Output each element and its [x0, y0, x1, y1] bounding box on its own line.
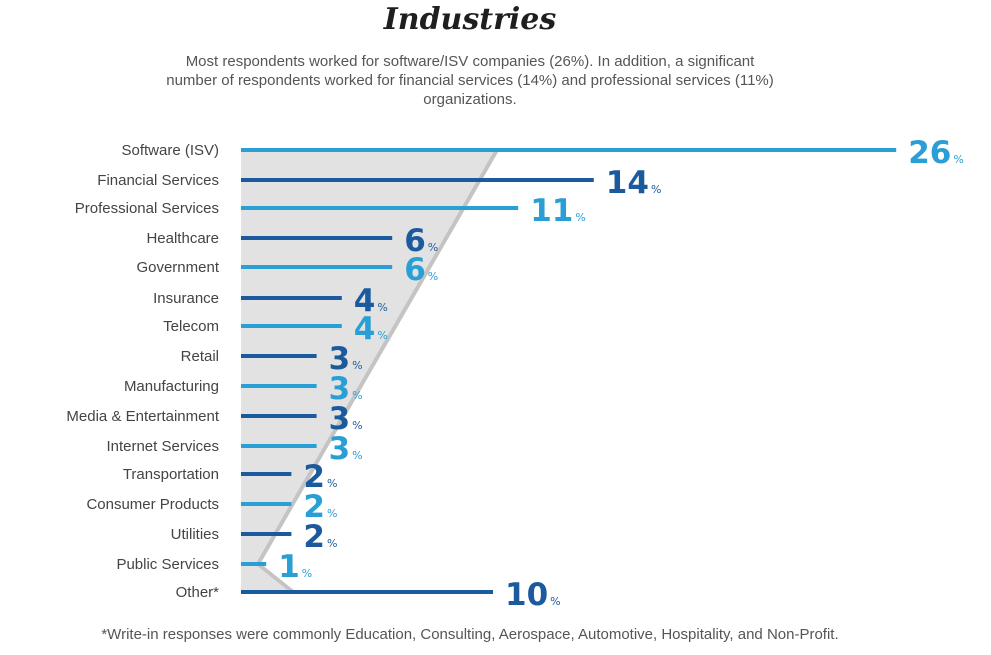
value-label: 6%	[404, 252, 438, 288]
value-unit: %	[651, 183, 661, 196]
category-label: Telecom	[163, 318, 219, 335]
bar	[241, 532, 292, 536]
bar	[241, 296, 342, 300]
bar	[241, 148, 897, 152]
value-unit: %	[575, 211, 585, 224]
category-label: Insurance	[153, 290, 219, 307]
category-label: Financial Services	[97, 172, 219, 189]
value-label: 10%	[505, 577, 561, 613]
category-label: Healthcare	[146, 230, 219, 247]
category-label: Other*	[176, 584, 220, 601]
value-unit: %	[327, 537, 337, 550]
value-number: 10	[505, 577, 548, 613]
chart-subtitle: Most respondents worked for software/ISV…	[166, 53, 774, 108]
value-number: 1	[278, 549, 300, 585]
value-label: 3%	[329, 371, 363, 407]
footnote: *Write-in responses were commonly Educat…	[101, 626, 839, 643]
value-unit: %	[377, 301, 387, 314]
category-labels: Software (ISV) Financial Services Professi…	[66, 142, 219, 601]
bar	[241, 472, 292, 476]
value-number: 3	[329, 341, 351, 377]
value-unit: %	[377, 329, 387, 342]
value-label: 14%	[606, 165, 662, 201]
value-number: 3	[329, 431, 351, 467]
value-unit: %	[428, 241, 438, 254]
value-unit: %	[302, 567, 312, 580]
category-label: Manufacturing	[124, 378, 219, 395]
value-unit: %	[352, 449, 362, 462]
value-label: 6%	[404, 223, 438, 259]
category-label: Internet Services	[106, 438, 219, 455]
value-label: 3%	[329, 401, 363, 437]
bar	[241, 206, 519, 210]
value-label: 1%	[278, 549, 312, 585]
bar	[241, 444, 317, 448]
value-unit: %	[953, 153, 963, 166]
bar	[241, 324, 342, 328]
bar	[241, 178, 594, 182]
value-unit: %	[428, 270, 438, 283]
value-label: 3%	[329, 341, 363, 377]
background-wedge	[241, 149, 499, 594]
value-label: 4%	[354, 311, 388, 347]
value-unit: %	[352, 389, 362, 402]
value-unit: %	[327, 477, 337, 490]
value-label: 2%	[303, 519, 337, 555]
category-label: Utilities	[171, 526, 219, 543]
chart-title: Industries	[383, 2, 557, 37]
value-label: 26%	[908, 135, 964, 171]
value-label: 2%	[303, 459, 337, 495]
value-unit: %	[550, 595, 560, 608]
category-label: Retail	[181, 348, 219, 365]
category-label: Transportation	[123, 466, 219, 483]
bar	[241, 236, 393, 240]
value-number: 2	[303, 489, 325, 525]
value-label: 2%	[303, 489, 337, 525]
value-number: 11	[530, 193, 573, 229]
bar	[241, 502, 292, 506]
value-number: 4	[354, 283, 376, 319]
value-number: 3	[329, 401, 351, 437]
value-unit: %	[327, 507, 337, 520]
value-number: 14	[606, 165, 649, 201]
value-number: 3	[329, 371, 351, 407]
category-label: Media & Entertainment	[66, 408, 219, 425]
value-label: 11%	[530, 193, 586, 229]
category-label: Professional Services	[75, 200, 219, 217]
category-label: Government	[136, 259, 219, 276]
value-number: 2	[303, 459, 325, 495]
value-number: 6	[404, 223, 426, 259]
category-label: Public Services	[116, 556, 219, 573]
value-unit: %	[352, 359, 362, 372]
value-number: 4	[354, 311, 376, 347]
value-number: 2	[303, 519, 325, 555]
value-label: 3%	[329, 431, 363, 467]
data-labels: 26 %14 %11 %6 %6 %4 %4 %3 %3 %3 %3 %2 %2 %2 %1 %10%	[278, 135, 964, 613]
bar	[241, 562, 267, 566]
bar	[241, 265, 393, 269]
industries-bar-chart: Software (ISV) Financial Services Professi…	[66, 135, 964, 613]
value-label: 4%	[354, 283, 388, 319]
category-label: Consumer Products	[86, 496, 219, 513]
value-number: 6	[404, 252, 426, 288]
bars	[241, 148, 897, 594]
value-number: 26	[908, 135, 951, 171]
bar	[241, 590, 493, 594]
bar	[241, 354, 317, 358]
bar	[241, 414, 317, 418]
value-unit: %	[352, 419, 362, 432]
category-label: Software (ISV)	[121, 142, 219, 159]
bar	[241, 384, 317, 388]
